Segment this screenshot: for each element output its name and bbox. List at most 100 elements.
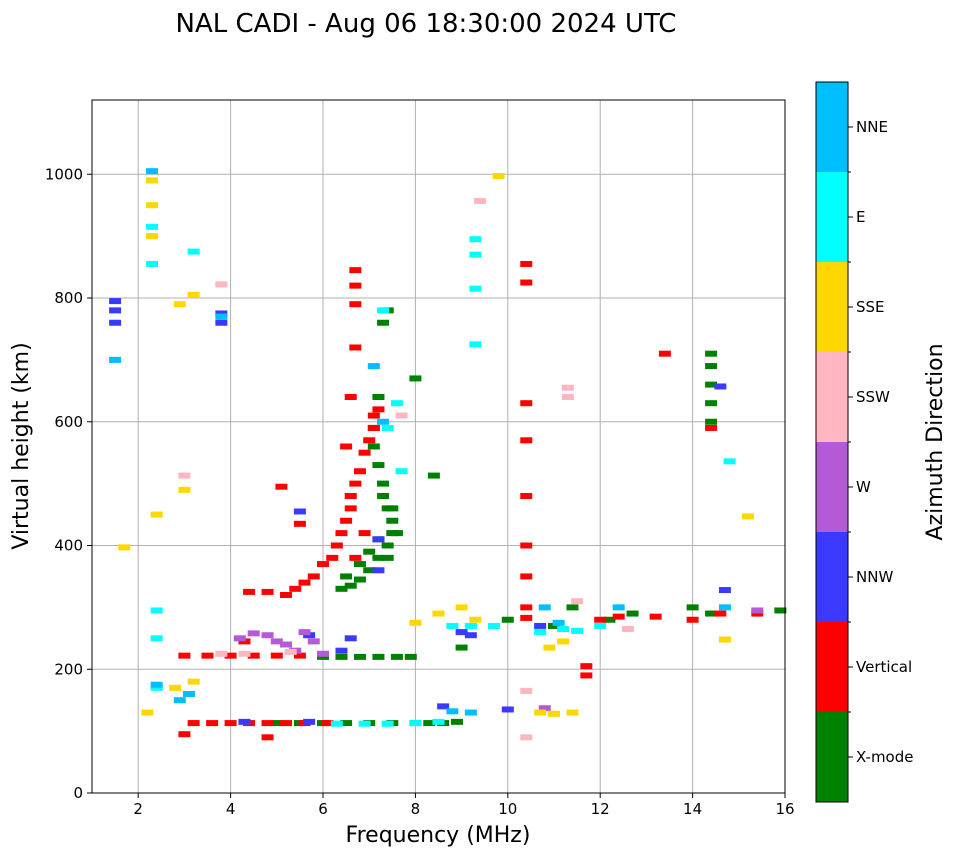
data-point (372, 567, 385, 574)
data-point (612, 604, 625, 611)
y-tick-label: 400 (54, 537, 83, 555)
data-point (718, 636, 731, 643)
colorbar-tick-label: SSE (856, 298, 885, 316)
data-point (187, 678, 200, 685)
data-point (109, 307, 122, 314)
data-point (293, 508, 306, 515)
data-point (377, 418, 390, 425)
data-point (423, 720, 436, 727)
data-point (109, 356, 122, 363)
data-point (201, 652, 214, 659)
data-point (353, 468, 366, 475)
data-point (469, 285, 482, 292)
data-point (178, 486, 191, 493)
series-vertical (178, 260, 764, 741)
data-point (409, 720, 422, 727)
data-point (409, 619, 422, 626)
data-point (367, 443, 380, 450)
data-point (233, 635, 246, 642)
data-point (349, 554, 362, 561)
data-point (141, 709, 154, 716)
data-point (377, 307, 390, 314)
data-point (150, 681, 163, 688)
data-point (150, 511, 163, 518)
data-point (146, 233, 159, 240)
data-point (774, 607, 787, 614)
data-point (367, 424, 380, 431)
data-point (178, 472, 191, 479)
data-point (224, 720, 237, 727)
data-point (395, 412, 408, 419)
y-tick-label: 200 (54, 660, 83, 678)
data-point (538, 604, 551, 611)
data-point (353, 561, 366, 568)
data-point (432, 610, 445, 617)
colorbar-tick-label: SSW (856, 388, 890, 406)
data-point (146, 202, 159, 209)
x-tick-label: 8 (411, 800, 421, 818)
data-point (469, 616, 482, 623)
data-point (344, 505, 357, 512)
data-point (718, 604, 731, 611)
data-point (520, 437, 533, 444)
data-point (344, 635, 357, 642)
data-point (705, 610, 718, 617)
data-point (520, 493, 533, 499)
data-point (206, 720, 219, 727)
data-point (187, 248, 200, 255)
data-point (349, 301, 362, 308)
data-point (261, 720, 274, 727)
data-marks (109, 168, 787, 741)
data-point (381, 554, 394, 561)
colorbar-segment (816, 442, 848, 532)
data-point (150, 607, 163, 614)
data-point (317, 561, 329, 568)
data-point (146, 168, 159, 175)
data-point (520, 542, 533, 549)
x-axis: 2 4 6 8 10 12 14 16 (133, 793, 795, 818)
data-point (566, 604, 579, 611)
data-point (705, 350, 718, 357)
colorbar-tick-label: E (856, 208, 865, 226)
data-point (293, 652, 306, 659)
data-point (215, 650, 228, 657)
data-point (386, 505, 399, 512)
x-axis-label: Frequency (MHz) (346, 823, 531, 848)
data-point (386, 517, 399, 524)
data-point (501, 706, 514, 713)
colorbar-segment (816, 712, 848, 802)
data-point (571, 627, 584, 634)
y-tick-label: 800 (54, 289, 83, 307)
data-point (247, 652, 260, 659)
data-point (340, 720, 353, 727)
data-point (705, 400, 718, 407)
data-point (450, 718, 463, 725)
data-point (280, 720, 293, 727)
data-point (455, 604, 468, 611)
data-point (247, 630, 260, 637)
data-point (594, 622, 607, 629)
data-point (363, 567, 376, 574)
x-tick-label: 4 (226, 800, 236, 818)
data-point (224, 652, 237, 659)
data-point (187, 291, 200, 298)
data-point (561, 384, 574, 391)
data-point (377, 319, 390, 326)
data-point (455, 644, 468, 651)
series-x-mode (270, 307, 787, 727)
data-point (349, 480, 362, 487)
data-point (238, 650, 251, 657)
data-point (183, 691, 196, 697)
x-tick-label: 10 (498, 800, 517, 818)
data-point (284, 648, 297, 655)
data-point (390, 530, 403, 537)
data-point (501, 616, 514, 623)
data-point (270, 638, 283, 645)
data-point (751, 607, 764, 614)
data-point (372, 536, 385, 543)
colorbar-segment (816, 172, 848, 262)
x-tick-label: 6 (318, 800, 328, 818)
data-point (571, 598, 584, 605)
data-point (349, 344, 362, 351)
colorbar-segment (816, 532, 848, 622)
